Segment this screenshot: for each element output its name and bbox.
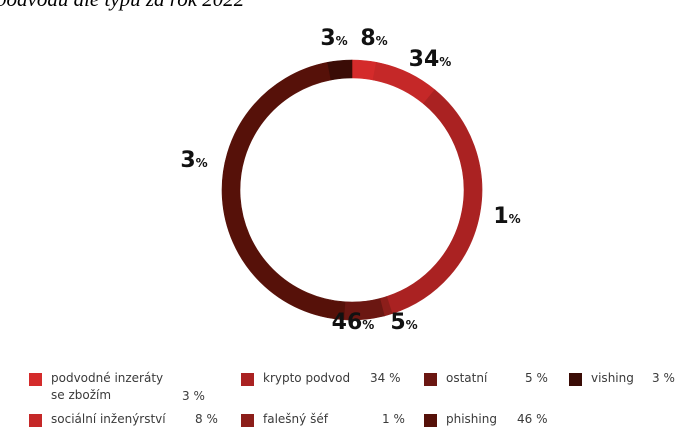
donut-slice bbox=[327, 59, 353, 81]
slice-value-label: 46% bbox=[332, 310, 375, 335]
legend-swatch bbox=[424, 373, 437, 386]
legend-label: krypto podvod bbox=[263, 371, 351, 385]
slice-value-label: 34% bbox=[409, 47, 452, 72]
legend-label: phishing bbox=[446, 412, 497, 426]
legend-label: falešný šéf bbox=[263, 412, 328, 426]
legend-swatch bbox=[241, 373, 254, 386]
legend-label: podvodné inzeráty bbox=[51, 371, 164, 385]
legend-swatch bbox=[569, 373, 582, 386]
legend-value: 3 % bbox=[182, 389, 205, 403]
slice-value-label: 5% bbox=[390, 310, 417, 335]
slice-value-label: 1% bbox=[493, 204, 520, 229]
legend-swatch bbox=[424, 414, 437, 427]
legend-value: 1 % bbox=[382, 412, 405, 426]
legend-label: vishing bbox=[591, 371, 634, 385]
legend-value: 3 % bbox=[652, 371, 675, 385]
legend-value: 46 % bbox=[517, 412, 548, 426]
slice-value-label: 3% bbox=[320, 26, 347, 51]
legend-label: sociální inženýrství bbox=[51, 412, 166, 426]
donut-slice bbox=[386, 89, 483, 315]
legend-value: 8 % bbox=[195, 412, 218, 426]
legend-value: 34 % bbox=[370, 371, 401, 385]
legend-swatch bbox=[29, 414, 42, 427]
legend-label: ostatní bbox=[446, 371, 488, 385]
slice-value-label: 3% bbox=[180, 148, 207, 173]
legend-value: 5 % bbox=[525, 371, 548, 385]
donut-slice bbox=[221, 61, 346, 321]
legend-swatch bbox=[241, 414, 254, 427]
slice-value-label: 8% bbox=[360, 26, 387, 51]
chart-caption: podvodů dle typu za rok 2022 bbox=[0, 0, 244, 12]
donut-slice bbox=[351, 59, 377, 81]
legend-label: se zbožím bbox=[51, 388, 112, 402]
legend-swatch bbox=[29, 373, 42, 386]
